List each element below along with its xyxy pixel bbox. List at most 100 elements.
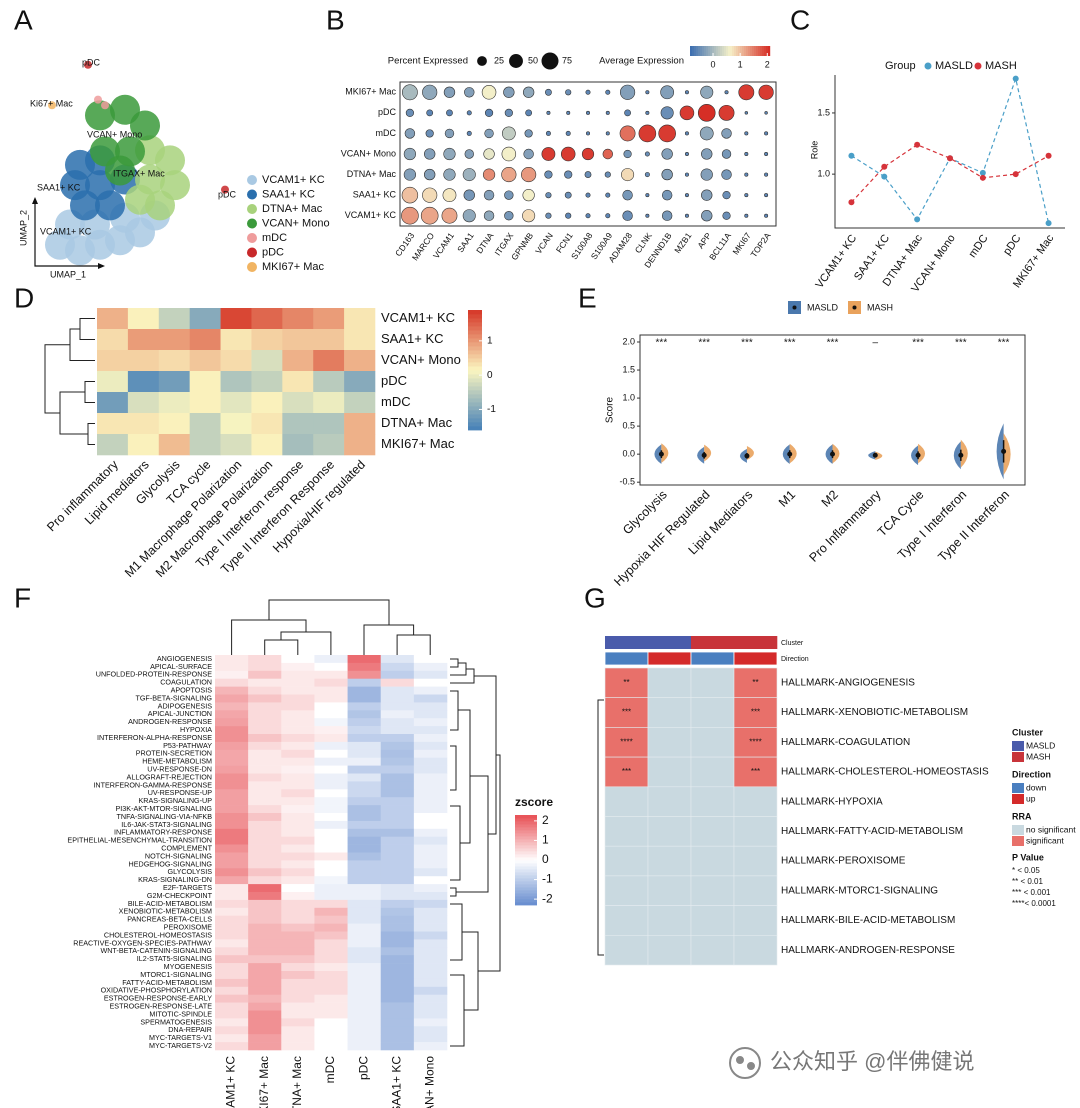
heatmap-cell (347, 678, 382, 687)
violin (825, 444, 833, 464)
heatmap-cell (248, 844, 282, 853)
heatmap-cell (314, 931, 348, 940)
colorbar (468, 346, 482, 351)
heatmap-cell (380, 797, 415, 806)
heatmap-cell (281, 947, 315, 956)
heatmap-cell (281, 1034, 315, 1043)
heatmap-cell (215, 670, 249, 679)
heatmap-cell (314, 757, 348, 766)
heatmap-cell (347, 662, 382, 672)
row-label: ESTROGEN-RESPONSE-LATE (109, 1001, 212, 1010)
legend-label: MASLD (1026, 740, 1055, 750)
dot (623, 149, 632, 159)
dot (441, 207, 458, 224)
heatmap-cell (413, 828, 448, 837)
heatmap-cell (127, 392, 160, 414)
heatmap-cell (158, 329, 190, 351)
colorbar (696, 46, 699, 56)
heatmap-cell (314, 986, 348, 995)
colorbar (468, 378, 482, 383)
heatmap-cell (248, 939, 282, 948)
x-axis-title: UMAP_1 (50, 269, 86, 279)
colorbar (728, 46, 731, 56)
heatmap-cell (413, 939, 448, 948)
heatmap-cell (215, 702, 249, 711)
heatmap-cell (248, 892, 282, 901)
plot-frame (399, 81, 777, 227)
heatmap-cell (158, 371, 190, 393)
heatmap-cell (281, 765, 315, 774)
heatmap-cell (281, 797, 315, 806)
row-label: WNT-BETA-CATENIN-SIGNALING (100, 946, 212, 955)
dot (585, 89, 591, 95)
heatmap-cell (314, 844, 348, 853)
row-label: XENOBIOTIC-METABOLISM (119, 907, 212, 916)
heatmap-cell (215, 1010, 249, 1019)
heatmap-cell (215, 852, 249, 861)
heatmap-cell (248, 726, 282, 735)
heatmap-cell (413, 718, 448, 727)
violin (697, 446, 705, 464)
row-label: INFLAMMATORY-RESPONSE (114, 828, 212, 837)
point (1012, 75, 1019, 82)
heatmap-cell (413, 844, 448, 853)
colorbar (718, 46, 721, 56)
heatmap-cell (248, 670, 282, 679)
colorbar (468, 322, 482, 327)
dot (764, 172, 769, 177)
heatmap-cell (413, 678, 448, 687)
umap-point (101, 101, 109, 110)
heatmap-cell (215, 994, 249, 1003)
colorbar (698, 46, 701, 56)
heatmap-cell (413, 773, 448, 782)
heatmap-cell (215, 710, 249, 719)
colorbar (515, 842, 537, 846)
heatmap-cell (248, 702, 282, 711)
colorbar (468, 410, 482, 415)
y-tick-label: 0.0 (622, 449, 635, 459)
heatmap-cell (215, 844, 249, 853)
heatmap-cell (314, 734, 348, 743)
y-tick-label: 1.0 (622, 392, 635, 402)
column-label: mDC (323, 1056, 337, 1084)
heatmap-cell (380, 1002, 415, 1011)
heatmap-cell (347, 876, 382, 885)
tile-cell (604, 875, 649, 906)
colorbar (694, 46, 697, 56)
heatmap-cell (251, 392, 283, 414)
cell-label: **** (620, 737, 632, 746)
tile-cell (690, 875, 735, 906)
dot (565, 89, 572, 96)
heatmap-cell (413, 915, 448, 924)
violin (739, 448, 747, 463)
heatmap-cell (347, 836, 382, 845)
heatmap-cell (413, 741, 448, 751)
colorbar (716, 46, 719, 56)
cluster-label: pDC (218, 189, 237, 199)
heatmap-cell (248, 741, 282, 751)
heatmap-cell (380, 686, 415, 695)
heatmap-cell (413, 1034, 448, 1043)
heatmap-cell (380, 734, 415, 743)
column-label: VCAM1+ KC (224, 1056, 238, 1108)
colorbar (468, 422, 482, 427)
dot (464, 87, 475, 98)
cluster-label: Ki67+ Mac (30, 98, 73, 108)
heatmap-cell (380, 1034, 415, 1043)
colorbar (515, 875, 537, 879)
column-label: DTNA+ Mac (290, 1056, 304, 1108)
violin (911, 445, 919, 466)
heatmap-cell (281, 702, 315, 711)
heatmap-cell (251, 350, 283, 372)
colorbar-tick-label: 0 (711, 59, 716, 69)
heatmap-cell (380, 852, 415, 861)
heatmap-cell (347, 1018, 382, 1027)
colorbar (766, 46, 769, 56)
dot (619, 84, 636, 100)
heatmap-cell (281, 686, 315, 695)
colorbar (515, 881, 537, 885)
colorbar (748, 46, 751, 56)
colorbar (712, 46, 715, 56)
row-label: COMPLEMENT (161, 843, 212, 852)
heatmap-cell (347, 931, 382, 940)
